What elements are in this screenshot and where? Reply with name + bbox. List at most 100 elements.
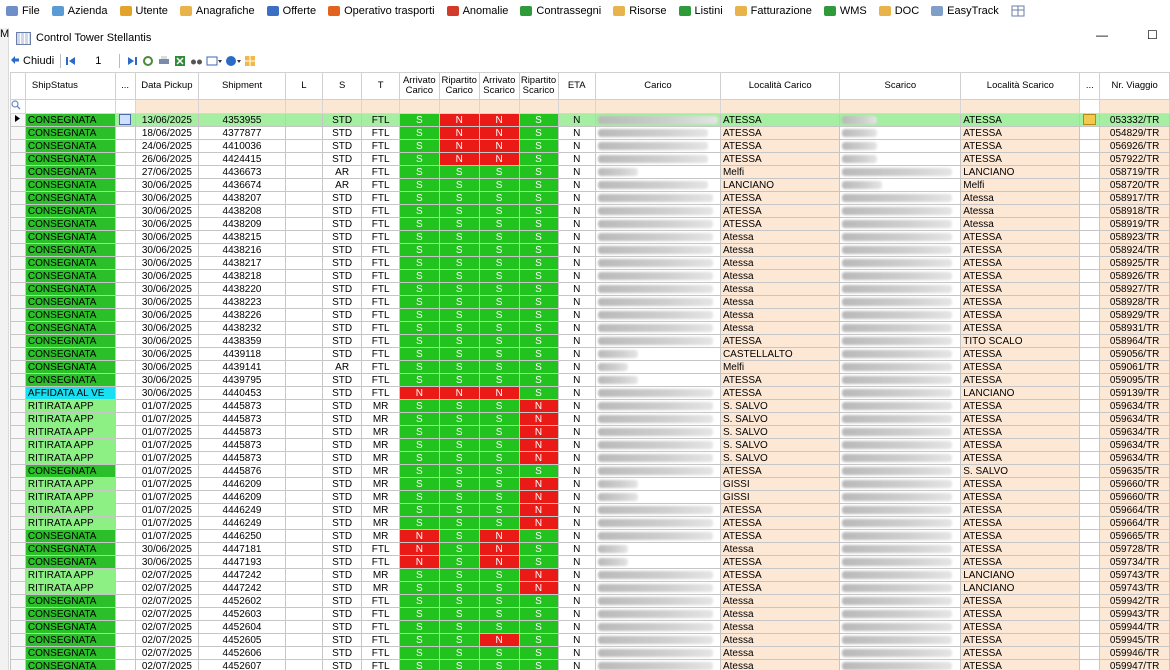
scarico-redacted-cell[interactable]: [839, 425, 962, 439]
row-edit-cell[interactable]: [114, 230, 136, 244]
ripartito-scarico-flag[interactable]: N: [518, 568, 559, 582]
scarico-redacted-cell[interactable]: [839, 477, 962, 491]
row-indicator[interactable]: [10, 191, 26, 205]
eta-cell[interactable]: N: [557, 334, 596, 348]
carico-redacted-cell[interactable]: [594, 438, 721, 452]
pickup-date-cell[interactable]: 27/06/2025: [134, 165, 200, 179]
eta-cell[interactable]: N: [557, 373, 596, 387]
localita-scarico-cell[interactable]: Atessa: [960, 217, 1081, 231]
arrivato-carico-flag[interactable]: N: [398, 386, 440, 400]
carico-redacted-cell[interactable]: [594, 178, 721, 192]
ripartito-carico-flag[interactable]: S: [438, 620, 480, 634]
shipment-cell[interactable]: 4447181: [198, 542, 286, 556]
eta-cell[interactable]: N: [557, 477, 596, 491]
table-row[interactable]: CONSEGNATA 30/06/2025 4438215 STD FTL S S S S N At…: [10, 230, 1170, 244]
table-row[interactable]: CONSEGNATA 02/07/2025 4452603 STD FTL S S S S N At…: [10, 607, 1170, 621]
eta-cell[interactable]: N: [557, 490, 596, 504]
pickup-date-cell[interactable]: 30/06/2025: [134, 347, 200, 361]
s-cell[interactable]: STD: [321, 282, 363, 296]
localita-scarico-cell[interactable]: ATESSA: [960, 243, 1081, 257]
ship-status-cell[interactable]: RITIRATA APP: [24, 412, 116, 426]
notes-cell[interactable]: [1079, 347, 1101, 361]
ripartito-carico-flag[interactable]: S: [438, 425, 480, 439]
localita-carico-cell[interactable]: S. SALVO: [719, 412, 841, 426]
pickup-date-cell[interactable]: 30/06/2025: [134, 191, 200, 205]
scarico-redacted-cell[interactable]: [839, 230, 962, 244]
localita-carico-cell[interactable]: Atessa: [719, 243, 841, 257]
t-cell[interactable]: FTL: [361, 243, 400, 257]
carico-redacted-cell[interactable]: [594, 295, 721, 309]
notes-cell[interactable]: [1079, 425, 1101, 439]
ripartito-scarico-flag[interactable]: S: [518, 256, 559, 270]
row-indicator[interactable]: [10, 659, 26, 670]
eta-cell[interactable]: N: [557, 620, 596, 634]
notes-cell[interactable]: [1079, 243, 1101, 257]
row-edit-cell[interactable]: [114, 529, 136, 543]
s-cell[interactable]: STD: [321, 347, 363, 361]
table-row[interactable]: CONSEGNATA 02/07/2025 4452604 STD FTL S S S S N At…: [10, 620, 1170, 634]
eta-cell[interactable]: N: [557, 399, 596, 413]
s-cell[interactable]: STD: [321, 308, 363, 322]
notes-cell[interactable]: [1079, 529, 1101, 543]
arrivato-carico-flag[interactable]: S: [398, 334, 440, 348]
s-cell[interactable]: STD: [321, 230, 363, 244]
filter-cell[interactable]: [594, 99, 721, 114]
ripartito-carico-flag[interactable]: S: [438, 347, 480, 361]
t-cell[interactable]: FTL: [361, 555, 400, 569]
localita-carico-cell[interactable]: ATESSA: [719, 464, 841, 478]
filter-cell[interactable]: [24, 99, 116, 114]
localita-carico-cell[interactable]: Atessa: [719, 594, 841, 608]
nr-viaggio-cell[interactable]: 058923/TR: [1099, 230, 1170, 244]
eta-cell[interactable]: N: [557, 516, 596, 530]
row-edit-cell[interactable]: [114, 191, 136, 205]
s-cell[interactable]: STD: [321, 269, 363, 283]
pickup-date-cell[interactable]: 02/07/2025: [134, 581, 200, 595]
localita-carico-cell[interactable]: CASTELLALTO: [719, 347, 841, 361]
scarico-redacted-cell[interactable]: [839, 581, 962, 595]
ship-status-cell[interactable]: CONSEGNATA: [24, 126, 116, 140]
table-row[interactable]: CONSEGNATA 02/07/2025 4452606 STD FTL S S S S N At…: [10, 646, 1170, 660]
row-edit-cell[interactable]: [114, 165, 136, 179]
arrivato-scarico-flag[interactable]: N: [478, 126, 520, 140]
ripartito-carico-flag[interactable]: S: [438, 438, 480, 452]
notes-cell[interactable]: [1079, 282, 1101, 296]
arrivato-carico-flag[interactable]: S: [398, 217, 440, 231]
arrivato-carico-flag[interactable]: S: [398, 308, 440, 322]
ship-status-cell[interactable]: CONSEGNATA: [24, 191, 116, 205]
localita-carico-cell[interactable]: GISSI: [719, 490, 841, 504]
notes-cell[interactable]: [1079, 321, 1101, 335]
ship-status-cell[interactable]: CONSEGNATA: [24, 113, 116, 127]
ripartito-carico-flag[interactable]: N: [438, 126, 480, 140]
row-edit-cell[interactable]: [114, 243, 136, 257]
ripartito-scarico-flag[interactable]: N: [518, 438, 559, 452]
ripartito-scarico-flag[interactable]: N: [518, 490, 559, 504]
row-indicator[interactable]: [10, 386, 26, 400]
pickup-date-cell[interactable]: 02/07/2025: [134, 633, 200, 647]
nr-viaggio-cell[interactable]: 059743/TR: [1099, 568, 1170, 582]
row-edit-cell[interactable]: [114, 451, 136, 465]
ripartito-scarico-flag[interactable]: S: [518, 165, 559, 179]
t-cell[interactable]: MR: [361, 412, 400, 426]
ship-status-cell[interactable]: CONSEGNATA: [24, 178, 116, 192]
carico-redacted-cell[interactable]: [594, 204, 721, 218]
ripartito-scarico-flag[interactable]: N: [518, 477, 559, 491]
arrivato-carico-flag[interactable]: S: [398, 178, 440, 192]
pickup-date-cell[interactable]: 02/07/2025: [134, 568, 200, 582]
localita-carico-cell[interactable]: Atessa: [719, 282, 841, 296]
localita-scarico-cell[interactable]: ATESSA: [960, 607, 1081, 621]
l-cell[interactable]: [284, 581, 323, 595]
ripartito-scarico-flag[interactable]: S: [518, 152, 559, 166]
localita-carico-cell[interactable]: ATESSA: [719, 204, 841, 218]
arrivato-scarico-flag[interactable]: S: [478, 425, 520, 439]
eta-cell[interactable]: N: [557, 256, 596, 270]
l-cell[interactable]: [284, 633, 323, 647]
pickup-date-cell[interactable]: 30/06/2025: [134, 282, 200, 296]
ripartito-carico-flag[interactable]: S: [438, 490, 480, 504]
ship-status-cell[interactable]: RITIRATA APP: [24, 516, 116, 530]
carico-redacted-cell[interactable]: [594, 360, 721, 374]
s-cell[interactable]: STD: [321, 542, 363, 556]
localita-scarico-cell[interactable]: ATESSA: [960, 542, 1081, 556]
ripartito-scarico-flag[interactable]: S: [518, 243, 559, 257]
arrivato-scarico-flag[interactable]: S: [478, 321, 520, 335]
arrivato-scarico-flag[interactable]: S: [478, 178, 520, 192]
